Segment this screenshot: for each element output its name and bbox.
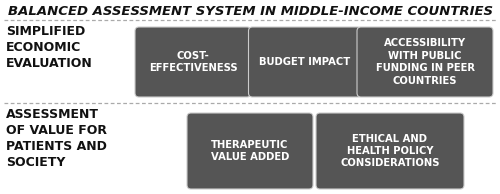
Text: BALANCED ASSESSMENT SYSTEM IN MIDDLE-INCOME COUNTRIES: BALANCED ASSESSMENT SYSTEM IN MIDDLE-INC… <box>8 5 492 18</box>
FancyBboxPatch shape <box>187 113 313 189</box>
Text: BUDGET IMPACT: BUDGET IMPACT <box>260 57 350 67</box>
Text: SIMPLIFIED
ECONOMIC
EVALUATION: SIMPLIFIED ECONOMIC EVALUATION <box>6 25 93 70</box>
FancyBboxPatch shape <box>135 27 251 97</box>
FancyBboxPatch shape <box>316 113 464 189</box>
FancyBboxPatch shape <box>357 27 493 97</box>
Text: ASSESSMENT
OF VALUE FOR
PATIENTS AND
SOCIETY: ASSESSMENT OF VALUE FOR PATIENTS AND SOC… <box>6 108 107 169</box>
Text: ACCESSIBILITY
WITH PUBLIC
FUNDING IN PEER
COUNTRIES: ACCESSIBILITY WITH PUBLIC FUNDING IN PEE… <box>376 38 474 86</box>
FancyBboxPatch shape <box>248 27 362 97</box>
Text: ETHICAL AND
HEALTH POLICY
CONSIDERATIONS: ETHICAL AND HEALTH POLICY CONSIDERATIONS <box>340 134 440 168</box>
Text: THERAPEUTIC
VALUE ADDED: THERAPEUTIC VALUE ADDED <box>211 140 289 162</box>
Text: COST-
EFFECTIVENESS: COST- EFFECTIVENESS <box>148 51 238 73</box>
